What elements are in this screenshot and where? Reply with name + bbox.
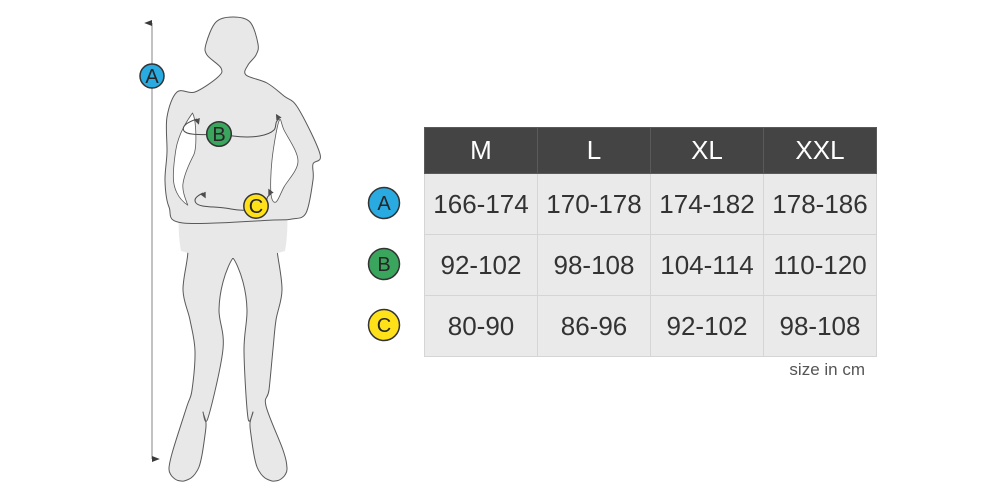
svg-text:C: C [377,315,391,337]
svg-text:C: C [249,196,263,218]
svg-text:A: A [145,66,159,88]
svg-text:B: B [212,124,225,146]
svg-text:B: B [377,254,390,276]
svg-text:A: A [377,193,391,215]
